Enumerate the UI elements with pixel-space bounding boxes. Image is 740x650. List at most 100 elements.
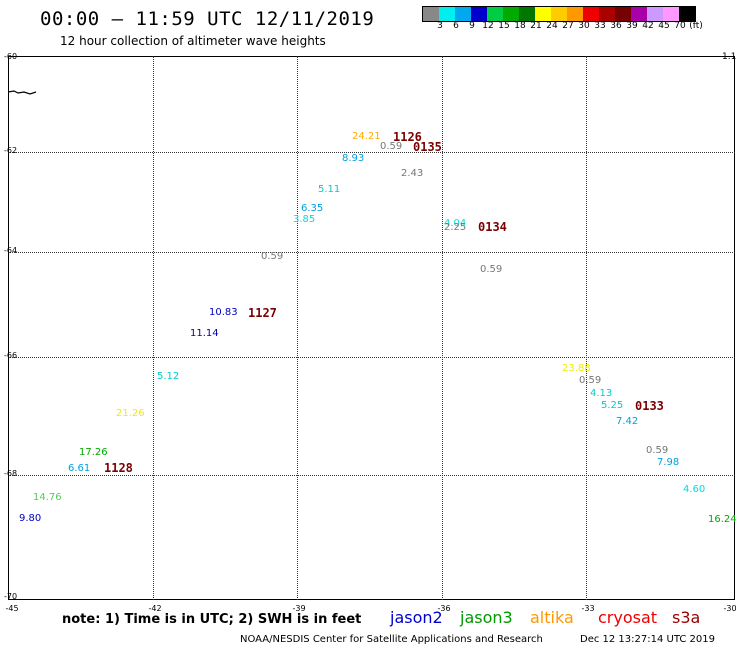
legend-swatch (599, 7, 615, 21)
satellite-label: cryosat (598, 608, 658, 627)
orbit-label: 1127 (248, 306, 277, 320)
lon-label: -30 (723, 604, 737, 613)
legend-label: 27 (562, 21, 574, 31)
lat-label: -68 (4, 469, 18, 478)
legend-swatch (423, 7, 439, 21)
orbit-label: 0133 (635, 399, 664, 413)
legend-label: 6 (453, 21, 459, 31)
orbit-label: 1128 (104, 461, 133, 475)
legend-label: 33 (594, 21, 606, 31)
legend-swatch (567, 7, 583, 21)
legend-label: 9 (469, 21, 475, 31)
lon-label: -36 (437, 604, 451, 613)
wave-height-point: 0.59 (261, 251, 284, 262)
legend-label: 30 (578, 21, 590, 31)
parallel-line (8, 152, 735, 153)
coastline-fragment (7, 90, 37, 95)
satellite-label: altika (530, 608, 574, 627)
wave-height-point: 4.60 (683, 484, 706, 495)
footnote: note: 1) Time is in UTC; 2) SWH is in fe… (62, 612, 362, 627)
lat-label: -60 (4, 52, 18, 61)
meridian-line (153, 56, 154, 600)
wave-height-point: 0.59 (480, 264, 503, 275)
parallel-line (8, 252, 735, 253)
legend-swatch (631, 7, 647, 21)
legend-label: 45 (658, 21, 670, 31)
meridian-line (442, 56, 443, 600)
wave-height-point: 14.76 (33, 492, 62, 503)
legend-swatch (583, 7, 599, 21)
legend-label: (ft) (689, 21, 703, 31)
legend-swatch (551, 7, 567, 21)
orbit-label: 1126 (393, 130, 422, 144)
generated-timestamp: Dec 12 13:27:14 UTC 2019 (580, 634, 715, 645)
legend-swatch (663, 7, 679, 21)
lat-label: -64 (4, 246, 18, 255)
lat-label: -70 (4, 592, 18, 601)
wave-height-point: 6.61 (68, 463, 91, 474)
satellite-label: s3a (672, 608, 701, 627)
legend-swatch (647, 7, 663, 21)
wave-height-point: 0.59 (646, 445, 669, 456)
legend-swatch (679, 7, 695, 21)
legend-swatch (615, 7, 631, 21)
legend-label: 12 (482, 21, 494, 31)
wave-height-point: 21.26 (116, 408, 145, 419)
legend-label: 42 (642, 21, 654, 31)
legend-swatch (455, 7, 471, 21)
parallel-line (8, 357, 735, 358)
wave-height-point: 5.11 (318, 184, 341, 195)
legend-label: 24 (546, 21, 558, 31)
wave-height-point: 9.80 (19, 513, 42, 524)
lon-label: -45 (5, 604, 19, 613)
meridian-line (297, 56, 298, 600)
legend-label: 18 (514, 21, 526, 31)
wave-height-point: 8.93 (342, 153, 365, 164)
color-scale-labels: 3 6 9 12 15 18 21 24 27 30 33 36 39 42 45 70 (ft) (422, 21, 740, 33)
legend-swatch (503, 7, 519, 21)
wave-height-point: 6.35 (301, 203, 324, 214)
legend-label: 70 (674, 21, 686, 31)
lon-label: -39 (292, 604, 306, 613)
lon-label: -42 (148, 604, 162, 613)
wave-height-point: 4.04 (444, 218, 467, 229)
wave-height-point: 7.98 (657, 457, 680, 468)
legend-label: 21 (530, 21, 542, 31)
lat-label: -62 (4, 146, 18, 155)
orbit-label: 0134 (478, 220, 507, 234)
legend-label: 39 (626, 21, 638, 31)
parallel-line (8, 475, 735, 476)
wave-height-point: 2.25 (444, 222, 467, 233)
map-frame (8, 56, 735, 600)
legend-swatch (471, 7, 487, 21)
wave-height-point: 3.85 (293, 214, 316, 225)
lon-label: -33 (581, 604, 595, 613)
wave-height-point: 0.59 (380, 141, 403, 152)
wave-height-point: 11.14 (190, 328, 219, 339)
wave-height-point: 7.42 (616, 416, 639, 427)
page-subtitle: 12 hour collection of altimeter wave hei… (60, 34, 326, 48)
legend-swatch (439, 7, 455, 21)
wave-height-point: 24.21 (352, 131, 381, 142)
wave-height-point: 4.13 (590, 388, 613, 399)
legend-swatch (519, 7, 535, 21)
legend-swatch (535, 7, 551, 21)
legend-label: 15 (498, 21, 510, 31)
wave-height-point: 5.25 (601, 400, 624, 411)
satellite-label: jason3 (460, 608, 513, 627)
credit-line: NOAA/NESDIS Center for Satellite Applica… (240, 634, 543, 645)
wave-height-point: 10.83 (209, 307, 238, 318)
legend-label: 3 (437, 21, 443, 31)
lat-label: -66 (4, 351, 18, 360)
wave-height-point: 5.12 (157, 371, 180, 382)
wave-height-point: 0.59 (579, 375, 602, 386)
legend-swatch (487, 7, 503, 21)
satellite-label: jason2 (390, 608, 443, 627)
orbit-label: 0135 (413, 140, 442, 154)
meridian-line (586, 56, 587, 600)
wave-height-point: 17.26 (79, 447, 108, 458)
color-scale-legend (422, 6, 696, 22)
wave-height-point: 23.88 (562, 363, 591, 374)
legend-label: 36 (610, 21, 622, 31)
